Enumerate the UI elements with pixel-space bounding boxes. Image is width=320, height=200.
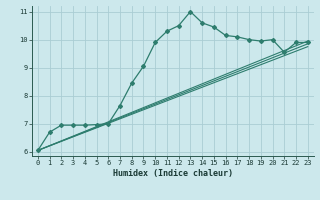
X-axis label: Humidex (Indice chaleur): Humidex (Indice chaleur)	[113, 169, 233, 178]
